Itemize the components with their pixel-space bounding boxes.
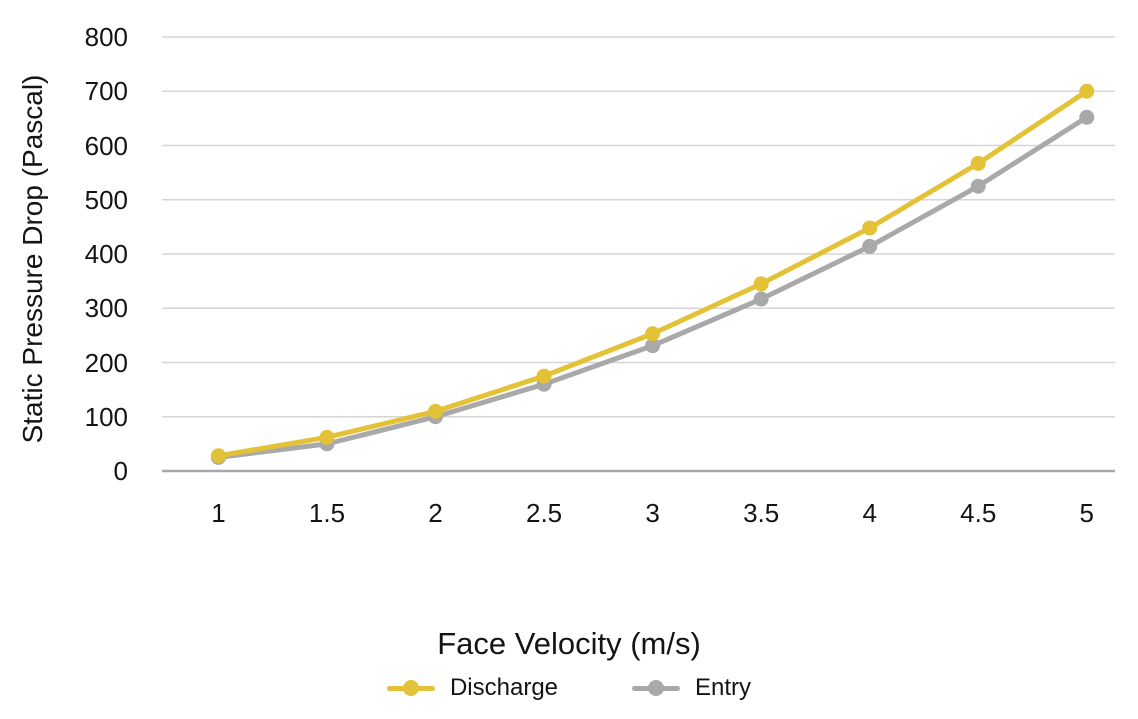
data-point-discharge-1 [210,448,226,464]
x-tick-label-1.5: 1.5 [308,498,346,528]
x-axis-title: Face Velocity (m/s) [437,626,701,661]
plot-svg [162,36,1115,473]
y-tick-label-300: 300 [84,293,128,324]
x-tick-label-1: 1 [211,498,226,528]
data-point-discharge-2 [428,403,444,419]
x-tick-label-3: 3 [645,498,660,528]
data-point-entry-4 [862,238,878,254]
x-tick-label-2: 2 [428,498,443,528]
entry-series-swatch-icon [632,680,681,697]
data-point-entry-5 [1079,109,1095,125]
plot-area [162,36,1115,477]
y-tick-label-400: 400 [84,239,128,269]
legend: Discharge Entry [0,674,1138,702]
legend-label-entry: Entry [695,674,752,701]
data-point-discharge-5 [1079,83,1095,99]
y-tick-label-0: 0 [113,456,128,486]
y-tick-label-500: 500 [84,184,128,215]
data-point-entry-3 [645,338,661,354]
y-tick-label-100: 100 [84,401,128,432]
data-point-entry-4.5 [970,178,986,194]
data-point-discharge-2.5 [536,368,552,384]
y-tick-label-700: 700 [84,76,128,107]
y-tick-label-200: 200 [84,347,128,378]
x-tick-label-4: 4 [862,498,877,528]
entry-marker-icon [648,680,665,696]
series-line-entry [215,114,1090,460]
x-axis-tick-labels: 1 1.5 2 2.5 3 3.5 4 4.5 5 [162,499,1115,529]
y-tick-label-600: 600 [84,130,128,161]
data-point-discharge-1.5 [319,429,335,445]
data-point-entry-3.5 [753,291,769,307]
legend-item-entry: Entry [632,674,751,702]
x-tick-label-5: 5 [1079,498,1094,528]
y-tick-label-800: 800 [84,22,128,52]
x-tick-label-2.5: 2.5 [525,498,563,528]
y-axis-tick-labels: 0 100 200 300 400 500 600 700 800 [40,24,128,484]
data-point-discharge-3 [645,326,661,342]
x-tick-label-4.5: 4.5 [960,498,997,528]
data-point-discharge-4 [862,220,878,236]
discharge-series-swatch-icon [386,680,435,697]
legend-label-discharge: Discharge [449,674,559,701]
data-point-discharge-3.5 [753,276,769,292]
x-tick-label-3.5: 3.5 [743,498,780,528]
discharge-marker-icon [402,680,419,696]
data-point-discharge-4.5 [970,155,986,171]
legend-item-discharge: Discharge [386,674,559,702]
